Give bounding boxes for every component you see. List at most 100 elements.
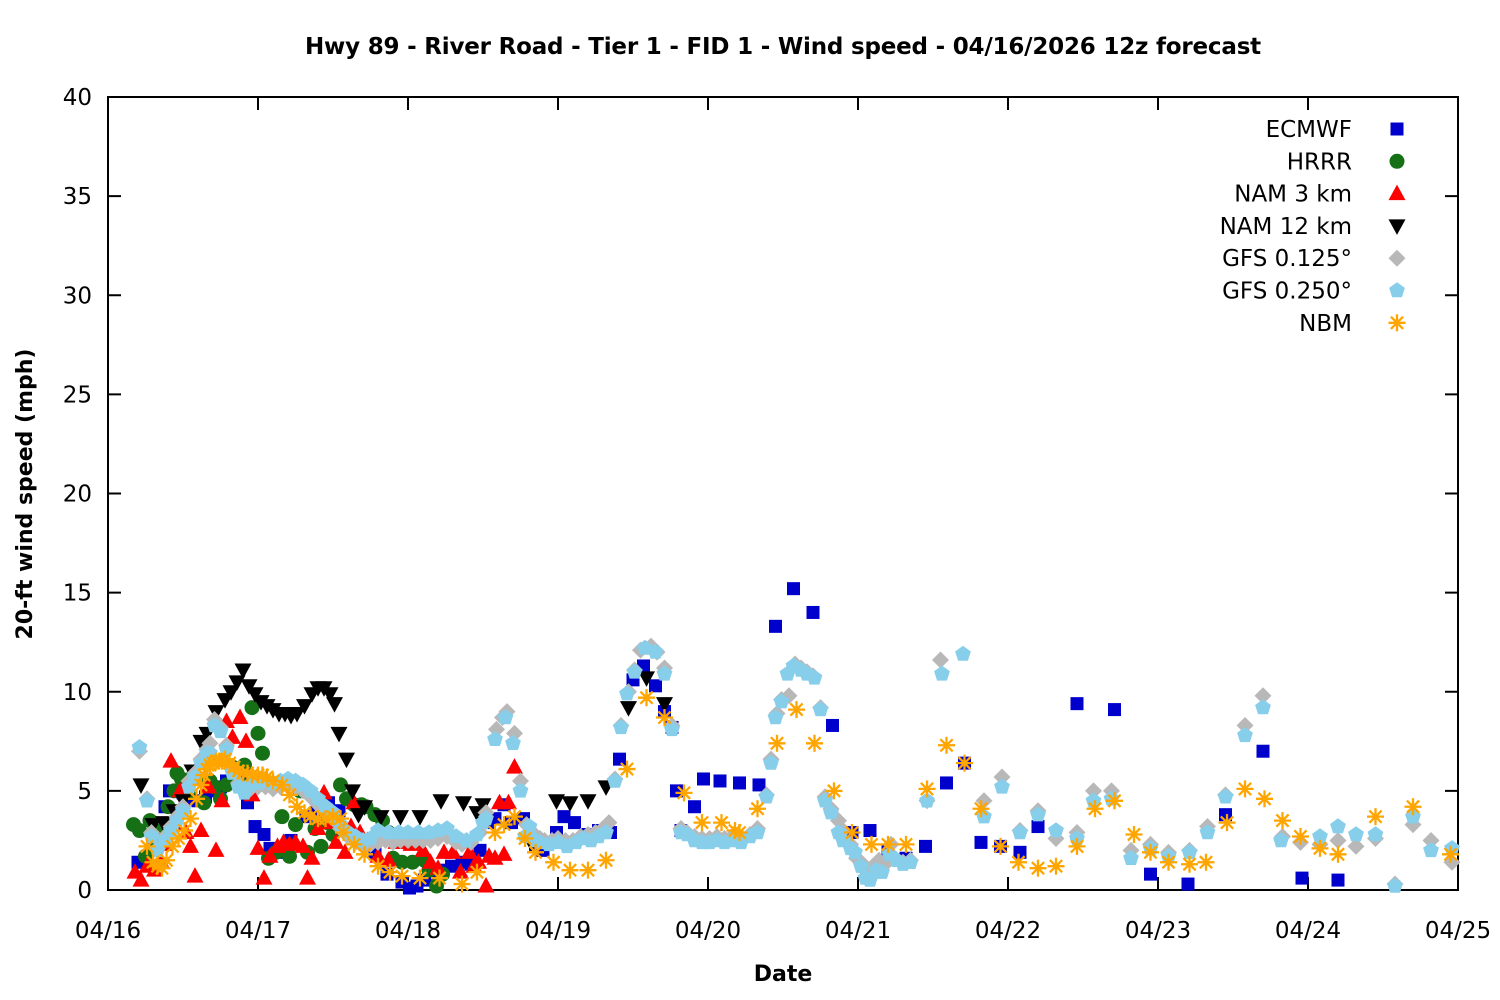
point-gfs-0-250 <box>853 857 869 873</box>
point-gfs-0-250 <box>469 826 485 842</box>
legend-marker-ecmwf <box>1390 122 1404 136</box>
point-nam-3-km <box>429 859 447 875</box>
point-ecmwf <box>1108 703 1121 717</box>
x-tick-label: 04/20 <box>675 918 741 944</box>
point-nbm <box>1406 799 1420 814</box>
legend-label-nam-3-km: NAM 3 km <box>1234 182 1352 208</box>
point-nbm <box>845 825 859 840</box>
point-nam-3-km <box>345 793 363 810</box>
point-gfs-0-250 <box>212 723 229 739</box>
legend-label-gfs-0-125: GFS 0.125° <box>1222 246 1352 272</box>
legend-marker-nbm <box>1390 315 1404 330</box>
point-nam-3-km <box>309 819 327 836</box>
point-nam-3-km <box>461 843 478 859</box>
point-gfs-0-250 <box>749 824 766 840</box>
point-nam-3-km <box>506 758 523 774</box>
point-ecmwf <box>713 774 727 788</box>
point-nam-12-km <box>326 697 343 713</box>
point-nam-12-km <box>392 810 409 826</box>
point-nam-12-km <box>579 794 597 810</box>
point-nbm <box>371 859 385 874</box>
legend-label-nbm: NBM <box>1299 311 1352 337</box>
point-nbm <box>920 781 934 796</box>
y-tick-label: 30 <box>63 283 92 309</box>
point-gfs-0-250 <box>664 721 680 737</box>
point-nam-3-km <box>213 791 231 808</box>
point-nbm <box>993 839 1008 854</box>
point-hrrr <box>394 854 410 870</box>
point-nam-12-km <box>321 687 339 703</box>
point-hrrr <box>333 777 348 793</box>
point-nam-12-km <box>548 794 565 810</box>
point-nbm <box>183 811 198 826</box>
legend-marker-gfs-0-250 <box>1389 282 1405 298</box>
point-nbm <box>1331 847 1345 862</box>
point-gfs-0-250 <box>1199 824 1216 840</box>
point-nam-3-km <box>182 837 199 853</box>
y-tick-label: 5 <box>77 779 92 805</box>
point-nam-3-km <box>255 869 273 885</box>
legend-marker-hrrr <box>1389 153 1405 169</box>
y-tick-label: 35 <box>63 184 92 210</box>
point-hrrr <box>313 838 329 854</box>
point-gfs-0-250 <box>874 863 890 879</box>
point-nam-12-km <box>338 752 355 769</box>
point-nbm <box>1088 801 1102 816</box>
point-nbm <box>1161 855 1176 870</box>
point-gfs-0-250 <box>1387 877 1403 893</box>
point-gfs-0-250 <box>598 824 614 840</box>
point-ecmwf <box>1031 820 1045 834</box>
point-nam-12-km <box>432 794 450 810</box>
point-gfs-0-250 <box>1123 850 1139 865</box>
point-gfs-0-250 <box>505 735 521 750</box>
point-nbm <box>881 837 895 852</box>
point-hrrr <box>288 817 303 833</box>
legend-marker-gfs-0-125 <box>1388 249 1406 267</box>
point-nbm <box>518 831 532 846</box>
point-gfs-0-125 <box>1254 687 1272 705</box>
point-nam-3-km <box>231 708 249 725</box>
point-nbm <box>974 801 988 816</box>
point-nbm <box>165 839 180 854</box>
point-hrrr <box>244 700 260 716</box>
point-nam-12-km <box>455 796 472 812</box>
point-nbm <box>347 837 361 852</box>
point-nbm <box>1368 809 1383 824</box>
point-nam-3-km <box>299 869 316 885</box>
point-nam-3-km <box>500 793 517 810</box>
point-nbm <box>303 809 318 824</box>
point-hrrr <box>219 777 234 793</box>
point-ecmwf <box>863 824 877 838</box>
point-gfs-0-250 <box>1312 828 1328 844</box>
point-ecmwf <box>1295 871 1309 885</box>
point-gfs-0-250 <box>847 844 863 859</box>
point-hrrr <box>255 745 270 761</box>
point-nbm <box>497 817 511 832</box>
point-nbm <box>282 787 297 802</box>
point-nam-3-km <box>162 752 180 768</box>
point-nam-12-km <box>228 675 246 691</box>
point-ecmwf <box>806 605 820 619</box>
point-nam-3-km <box>452 863 469 879</box>
point-nbm <box>827 783 841 798</box>
point-nbm <box>1443 847 1458 862</box>
legend-label-hrrr: HRRR <box>1287 149 1352 175</box>
x-tick-label: 04/18 <box>375 918 441 944</box>
chart-title: Hwy 89 - River Road - Tier 1 - FID 1 - W… <box>305 34 1261 60</box>
point-gfs-0-250 <box>1048 822 1064 838</box>
point-nam-3-km <box>249 839 267 855</box>
point-nam-12-km <box>132 778 150 794</box>
point-nbm <box>714 815 729 830</box>
x-tick-label: 04/24 <box>1275 918 1341 944</box>
point-nam-3-km <box>192 821 210 838</box>
point-nbm <box>336 825 351 840</box>
point-nam-3-km <box>477 877 495 893</box>
point-ecmwf <box>940 776 953 790</box>
point-nam-3-km <box>495 845 513 861</box>
point-ecmwf <box>697 772 710 786</box>
point-ecmwf <box>649 679 662 693</box>
point-ecmwf <box>1013 845 1027 859</box>
point-nam-12-km <box>240 679 258 695</box>
